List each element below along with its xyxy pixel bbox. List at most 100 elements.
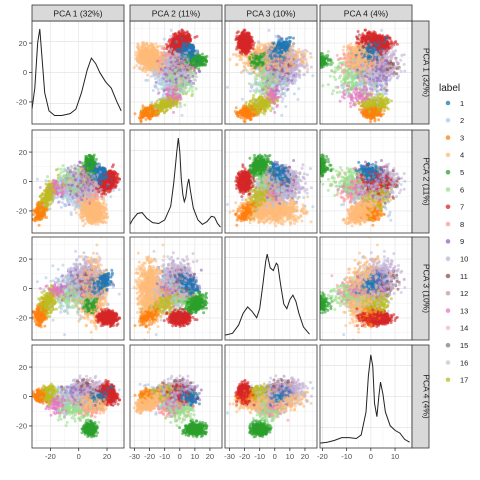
scatter-point-label-5 — [194, 57, 198, 61]
scatter-point-label-9 — [192, 81, 195, 85]
scatter-point-label-3 — [148, 115, 152, 119]
scatter-point-label-10 — [195, 49, 199, 53]
scatter-point-label-17 — [175, 101, 179, 105]
scatter-point-label-2 — [178, 89, 182, 93]
scatter-point-label-8 — [159, 70, 163, 74]
scatter-point-label-1 — [188, 58, 192, 62]
scatter-point-label-4 — [160, 65, 164, 69]
scatter-point-label-5 — [200, 52, 204, 56]
scatter-point-label-4 — [155, 63, 159, 67]
scatter-point-label-4 — [144, 59, 148, 63]
scatter-point-label-17 — [164, 109, 168, 113]
scatter-point-label-10 — [184, 62, 188, 66]
scatter-point-label-14 — [175, 74, 179, 77]
panel-r1-c2 — [129, 20, 223, 125]
scatter-point-label-10 — [183, 54, 187, 58]
scatter-point-label-4 — [144, 47, 148, 51]
scatter-point-label-9 — [169, 60, 173, 64]
scatter-point-label-4 — [147, 44, 151, 48]
scatter-point-label-6 — [160, 81, 164, 85]
scatter-point-label-10 — [172, 50, 176, 54]
scatter-point-label-1 — [173, 40, 177, 44]
scatter-point-label-7 — [187, 39, 191, 43]
scatter-point-label-4 — [151, 59, 155, 63]
scatter-point-label-4 — [156, 45, 160, 49]
scatter-point-label-10 — [194, 78, 197, 82]
scatter-point-label-2 — [169, 34, 173, 38]
scatter-point-label-7 — [167, 50, 171, 54]
scatter-point-label-4 — [154, 42, 158, 46]
scatter-point-label-10 — [194, 75, 198, 79]
scatter-point-label-10 — [188, 76, 192, 80]
scatter-point-label-3 — [139, 120, 143, 124]
density-curve — [32, 28, 122, 116]
scatter-point-label-8 — [162, 46, 166, 50]
scatter-point-label-6 — [181, 92, 185, 96]
scatter-point-label-4 — [140, 45, 144, 49]
scatter-point-label-1 — [179, 51, 183, 55]
panel-r1-c3 — [224, 20, 318, 125]
scatter-point-label-16 — [171, 66, 174, 70]
scatter-point-label-5 — [198, 56, 201, 60]
scatter-point-label-3 — [138, 113, 142, 117]
scatter-point-label-4 — [139, 52, 143, 56]
scatter-point-label-7 — [174, 35, 178, 38]
scatter-point-label-7 — [173, 47, 177, 51]
scatter-point-label-14 — [193, 51, 197, 55]
scatter-point-label-4 — [154, 51, 158, 55]
scatter-point-label-11 — [173, 72, 177, 76]
scatter-point-label-17 — [140, 109, 144, 113]
scatter-point-label-4 — [143, 63, 147, 67]
scatter-point-label-17 — [154, 111, 158, 115]
scatter-point-label-4 — [152, 52, 156, 55]
scatter-point-label-1 — [189, 53, 193, 57]
scatter-point-label-5 — [187, 55, 190, 59]
scatter-point-label-13 — [172, 92, 175, 96]
panel-grid — [31, 20, 413, 449]
scatter-point-label-17 — [163, 105, 167, 109]
scatter-point-label-6 — [194, 87, 198, 91]
scatter-point-label-3 — [143, 108, 147, 112]
scatter-point-label-2 — [166, 64, 170, 68]
scatter-point-label-5 — [200, 61, 204, 64]
scatter-point-label-5 — [203, 62, 207, 66]
scatter-point-label-3 — [137, 116, 141, 120]
scatter-point-label-3 — [150, 111, 154, 114]
scatter-point-label-17 — [156, 105, 160, 109]
scatter-point-label-4 — [150, 45, 154, 49]
scatter-point-label-6 — [187, 89, 191, 93]
scatter-point-label-9 — [154, 80, 158, 84]
scatter-point-label-4 — [153, 48, 157, 52]
scatter-point-label-11 — [183, 58, 186, 62]
scatter-point-label-6 — [170, 74, 174, 78]
scatter-point-label-4 — [152, 67, 156, 71]
scatter-point-label-8 — [158, 59, 162, 63]
scatter-point-label-13 — [179, 97, 183, 101]
scatter-point-label-17 — [172, 101, 176, 105]
scatter-point-label-4 — [143, 66, 147, 70]
scatter-point-label-6 — [182, 86, 186, 90]
scatter-point-label-6 — [188, 87, 192, 90]
scatter-point-label-2 — [151, 89, 155, 92]
scatter-point-label-3 — [133, 112, 137, 116]
scatter-point-label-9 — [184, 76, 188, 80]
scatter-point-label-4 — [149, 48, 153, 52]
scatter-point-label-1 — [179, 57, 183, 61]
scatter-point-label-6 — [191, 70, 195, 74]
scatter-point-label-1 — [188, 51, 192, 55]
scatter-point-label-4 — [146, 73, 150, 77]
scatter-point-label-7 — [170, 42, 174, 46]
scatter-point-label-10 — [176, 53, 180, 57]
scatter-point-label-6 — [163, 86, 167, 90]
scatter-point-label-10 — [169, 70, 173, 74]
scatter-point-label-6 — [190, 89, 194, 93]
scatter-point-label-2 — [154, 107, 158, 111]
scatter-point-label-9 — [193, 65, 196, 69]
scatter-point-label-4 — [152, 61, 156, 65]
scatter-point-label-1 — [182, 44, 186, 48]
scatter-point-label-5 — [200, 63, 204, 67]
scatter-point-label-2 — [157, 75, 161, 79]
scatter-point-label-9 — [188, 79, 191, 83]
scatter-point-label-1 — [190, 43, 194, 47]
